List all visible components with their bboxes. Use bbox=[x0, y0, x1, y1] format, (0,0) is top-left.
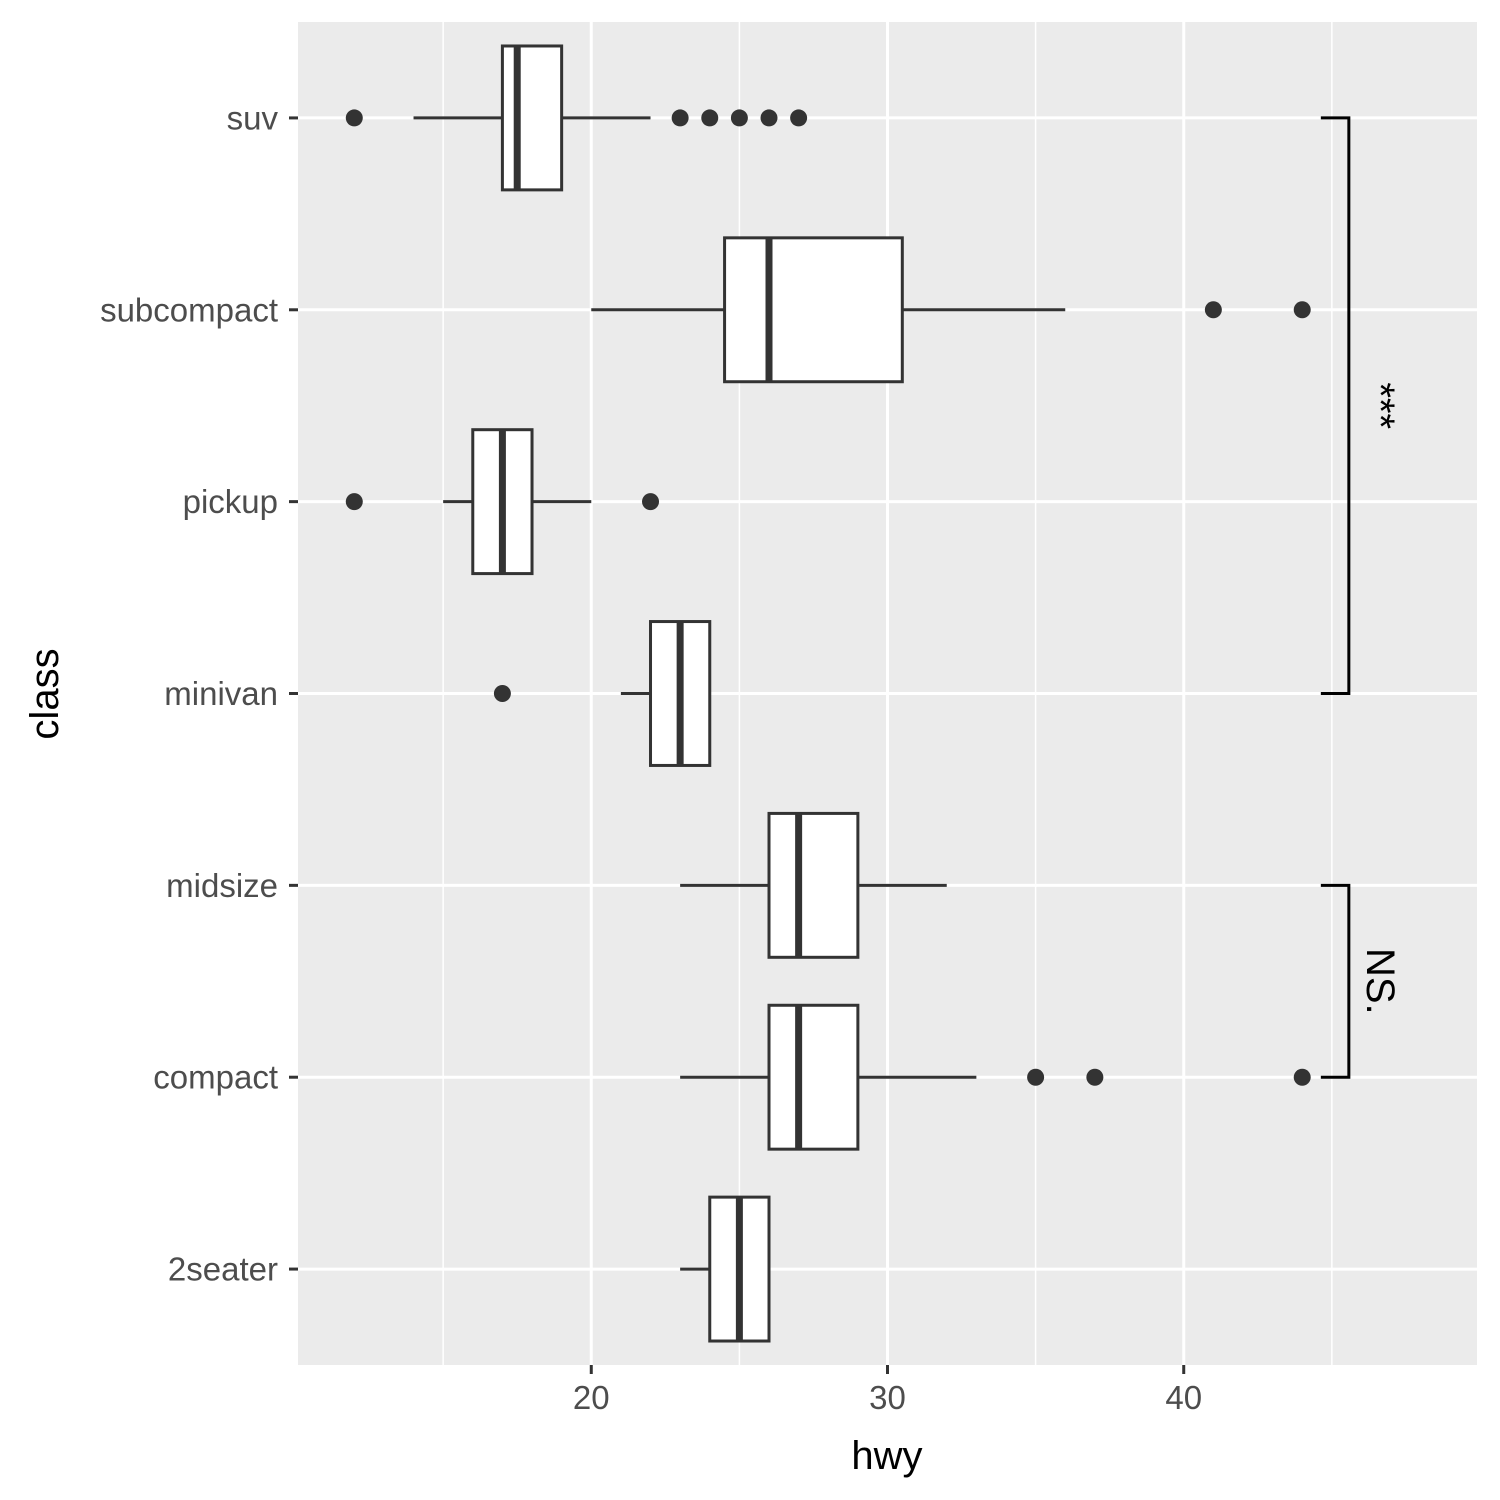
y-axis-title: class bbox=[23, 648, 67, 739]
outlier-point bbox=[493, 685, 511, 702]
bracket-compact-midsize: NS. bbox=[1320, 883, 1402, 1079]
outlier-point bbox=[1027, 1068, 1045, 1086]
x-axis: 20 30 40 bbox=[573, 1365, 1202, 1416]
outlier-point bbox=[760, 109, 778, 127]
boxplot-pickup bbox=[345, 428, 660, 576]
y-tick-label: compact bbox=[153, 1059, 278, 1096]
box bbox=[767, 1003, 860, 1151]
boxplot-midsize bbox=[680, 811, 947, 959]
outlier-point bbox=[671, 109, 689, 127]
significance-label: NS. bbox=[1358, 948, 1402, 1015]
outlier-point bbox=[730, 109, 748, 127]
x-axis-title: hwy bbox=[851, 1434, 922, 1478]
y-tick-label: minivan bbox=[164, 675, 278, 712]
bracket-line bbox=[1320, 883, 1351, 1079]
outlier-point bbox=[345, 493, 363, 511]
outlier-point bbox=[1086, 1068, 1104, 1086]
y-tick-label: subcompact bbox=[100, 291, 278, 328]
y-axis: 2seater compact midsize minivan pickup subcom… bbox=[100, 99, 298, 1288]
boxplot-2seater bbox=[680, 1195, 771, 1343]
outlier-point bbox=[642, 493, 660, 511]
outlier-point bbox=[345, 109, 363, 127]
y-tick-label: suv bbox=[227, 99, 279, 136]
outlier-point bbox=[701, 109, 719, 127]
bracket-line bbox=[1320, 116, 1351, 695]
boxplot-minivan bbox=[493, 620, 712, 767]
significance-brackets: *** NS. bbox=[1320, 116, 1402, 1079]
outlier-point bbox=[1293, 301, 1311, 319]
bracket-minivan-suv: *** bbox=[1320, 116, 1402, 695]
y-tick-label: 2seater bbox=[168, 1251, 278, 1288]
boxplot-subcompact bbox=[591, 236, 1311, 384]
outlier-point bbox=[790, 109, 808, 127]
outlier-point bbox=[1293, 1068, 1311, 1086]
y-tick-label: pickup bbox=[183, 483, 278, 520]
y-tick-label: midsize bbox=[166, 867, 278, 904]
boxplots bbox=[345, 44, 1311, 1343]
boxplot-compact bbox=[680, 1003, 1311, 1151]
x-tick-label: 20 bbox=[573, 1379, 610, 1416]
outlier-point bbox=[1204, 301, 1222, 319]
box bbox=[500, 44, 564, 192]
x-tick-label: 30 bbox=[869, 1379, 906, 1416]
boxplot-suv bbox=[345, 44, 808, 192]
x-tick-label: 40 bbox=[1165, 1379, 1202, 1416]
box bbox=[767, 811, 860, 959]
significance-label: *** bbox=[1358, 382, 1402, 429]
box bbox=[723, 236, 904, 384]
